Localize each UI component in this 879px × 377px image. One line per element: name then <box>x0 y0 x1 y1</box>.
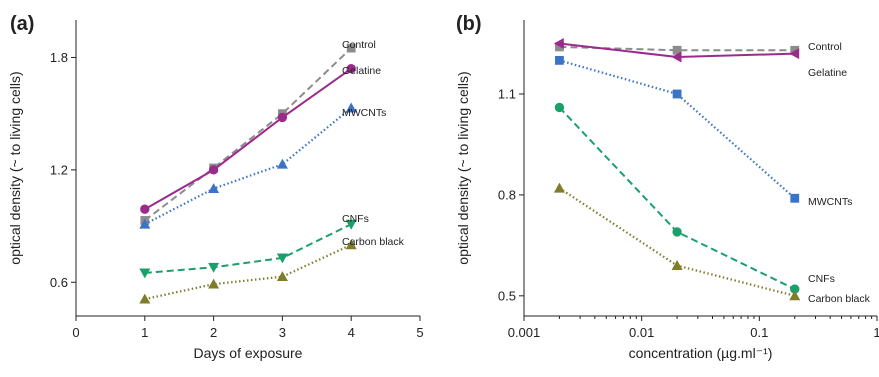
data-point <box>139 218 151 229</box>
series-control: Control <box>140 39 376 225</box>
legend-entry: MWCNTs <box>808 196 852 208</box>
legend-entry: Carbon black <box>342 236 405 248</box>
data-point <box>208 183 220 194</box>
series-gelatine: Gelatine <box>553 38 847 79</box>
x-axis-label: concentration (µg.ml⁻¹) <box>629 345 773 361</box>
legend-entry: Carbon black <box>808 293 871 305</box>
data-point <box>276 158 288 169</box>
chart-panel-a: (a) 0 1 2 3 4 5 0.6 1.2 1.8 Days of exposure optica… <box>7 13 424 361</box>
legend-entry: MWCNTs <box>342 107 386 119</box>
x-tick-label: 1 <box>141 325 148 340</box>
x-tick-label: 0 <box>72 325 79 340</box>
series-line <box>144 47 352 222</box>
data-point <box>671 260 683 270</box>
data-point <box>208 165 219 175</box>
data-point <box>140 204 150 214</box>
data-point <box>671 51 682 63</box>
y-tick-label: 0.5 <box>498 288 516 303</box>
legend-entry: CNFs <box>342 213 369 225</box>
data-point <box>345 219 357 230</box>
data-point <box>553 182 565 193</box>
y-tick-label: 1.2 <box>50 162 68 177</box>
data-point <box>555 42 564 52</box>
x-tick-label: 0.01 <box>629 325 654 340</box>
series-line <box>144 243 352 301</box>
panel-label: (a) <box>10 13 34 35</box>
legend-entry: Control <box>808 41 842 53</box>
x-tick-label: 1 <box>873 325 879 340</box>
panel-label: (b) <box>456 13 482 35</box>
data-point <box>789 290 801 301</box>
data-point <box>277 112 288 123</box>
data-point <box>672 89 682 99</box>
legend-entry: Gelatine <box>342 65 381 77</box>
x-tick-label: 2 <box>210 325 217 340</box>
data-point <box>276 253 288 264</box>
series-gelatine: Gelatine <box>140 64 381 214</box>
x-tick-label: 0.001 <box>508 325 541 340</box>
y-tick-label: 0.8 <box>498 187 516 202</box>
x-tick-label: 4 <box>348 325 355 340</box>
y-tick-label: 1.8 <box>50 50 68 65</box>
data-point <box>672 45 682 55</box>
series-line <box>144 67 352 211</box>
series-cnfs: CNFs <box>554 102 835 294</box>
chart-panel-b: (b) 0.001 0.01 0.1 1 0.5 0.8 1.1 concentration (… <box>455 13 879 361</box>
data-point <box>554 102 565 113</box>
y-axis-label: optical density (~ to living cells) <box>7 71 23 264</box>
series-line <box>558 187 796 297</box>
data-point <box>790 284 800 294</box>
data-point <box>345 102 357 113</box>
legend-entry: Gelatine <box>808 67 847 79</box>
series-cnfs: CNFs <box>139 213 369 279</box>
data-point <box>208 278 220 289</box>
series-mwcnts: MWCNTs <box>139 102 386 229</box>
series-line <box>144 223 352 274</box>
series-line <box>559 59 796 200</box>
y-axis-label: optical density (~ to living cells) <box>455 71 471 264</box>
data-point <box>672 227 682 237</box>
series-line <box>144 107 352 226</box>
legend-entry: Control <box>342 39 376 51</box>
y-tick-label: 1.1 <box>498 87 516 102</box>
data-point <box>346 43 356 53</box>
data-point <box>790 45 800 55</box>
legend-entry: CNFs <box>808 273 835 285</box>
y-tick-label: 0.6 <box>50 275 68 290</box>
x-axis-label: Days of exposure <box>194 345 303 361</box>
data-point <box>345 239 357 250</box>
data-point <box>789 48 800 60</box>
x-tick-label: 3 <box>279 325 286 340</box>
data-point <box>790 193 800 203</box>
data-point <box>276 271 288 282</box>
x-tick-label: 5 <box>416 325 423 340</box>
series-carbon-black: Carbon black <box>553 182 871 305</box>
data-point <box>346 64 356 74</box>
data-point <box>139 268 151 279</box>
data-point <box>139 293 151 304</box>
series-mwcnts: MWCNTs <box>555 55 852 208</box>
x-tick-label: 0.1 <box>750 325 768 340</box>
data-point <box>555 55 564 65</box>
data-point <box>553 38 564 50</box>
data-point <box>208 262 220 273</box>
series-carbon-black: Carbon black <box>139 236 405 304</box>
